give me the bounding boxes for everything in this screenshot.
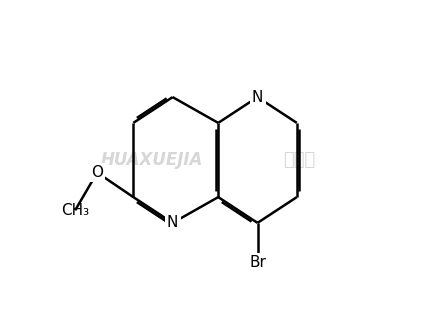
Text: N: N bbox=[167, 215, 178, 230]
Text: HUAXUEJIA: HUAXUEJIA bbox=[100, 151, 202, 169]
Text: CH₃: CH₃ bbox=[61, 203, 89, 218]
Text: Br: Br bbox=[248, 255, 265, 270]
Text: 化学加: 化学加 bbox=[282, 151, 314, 169]
Text: O: O bbox=[91, 165, 103, 180]
Text: N: N bbox=[251, 90, 262, 105]
